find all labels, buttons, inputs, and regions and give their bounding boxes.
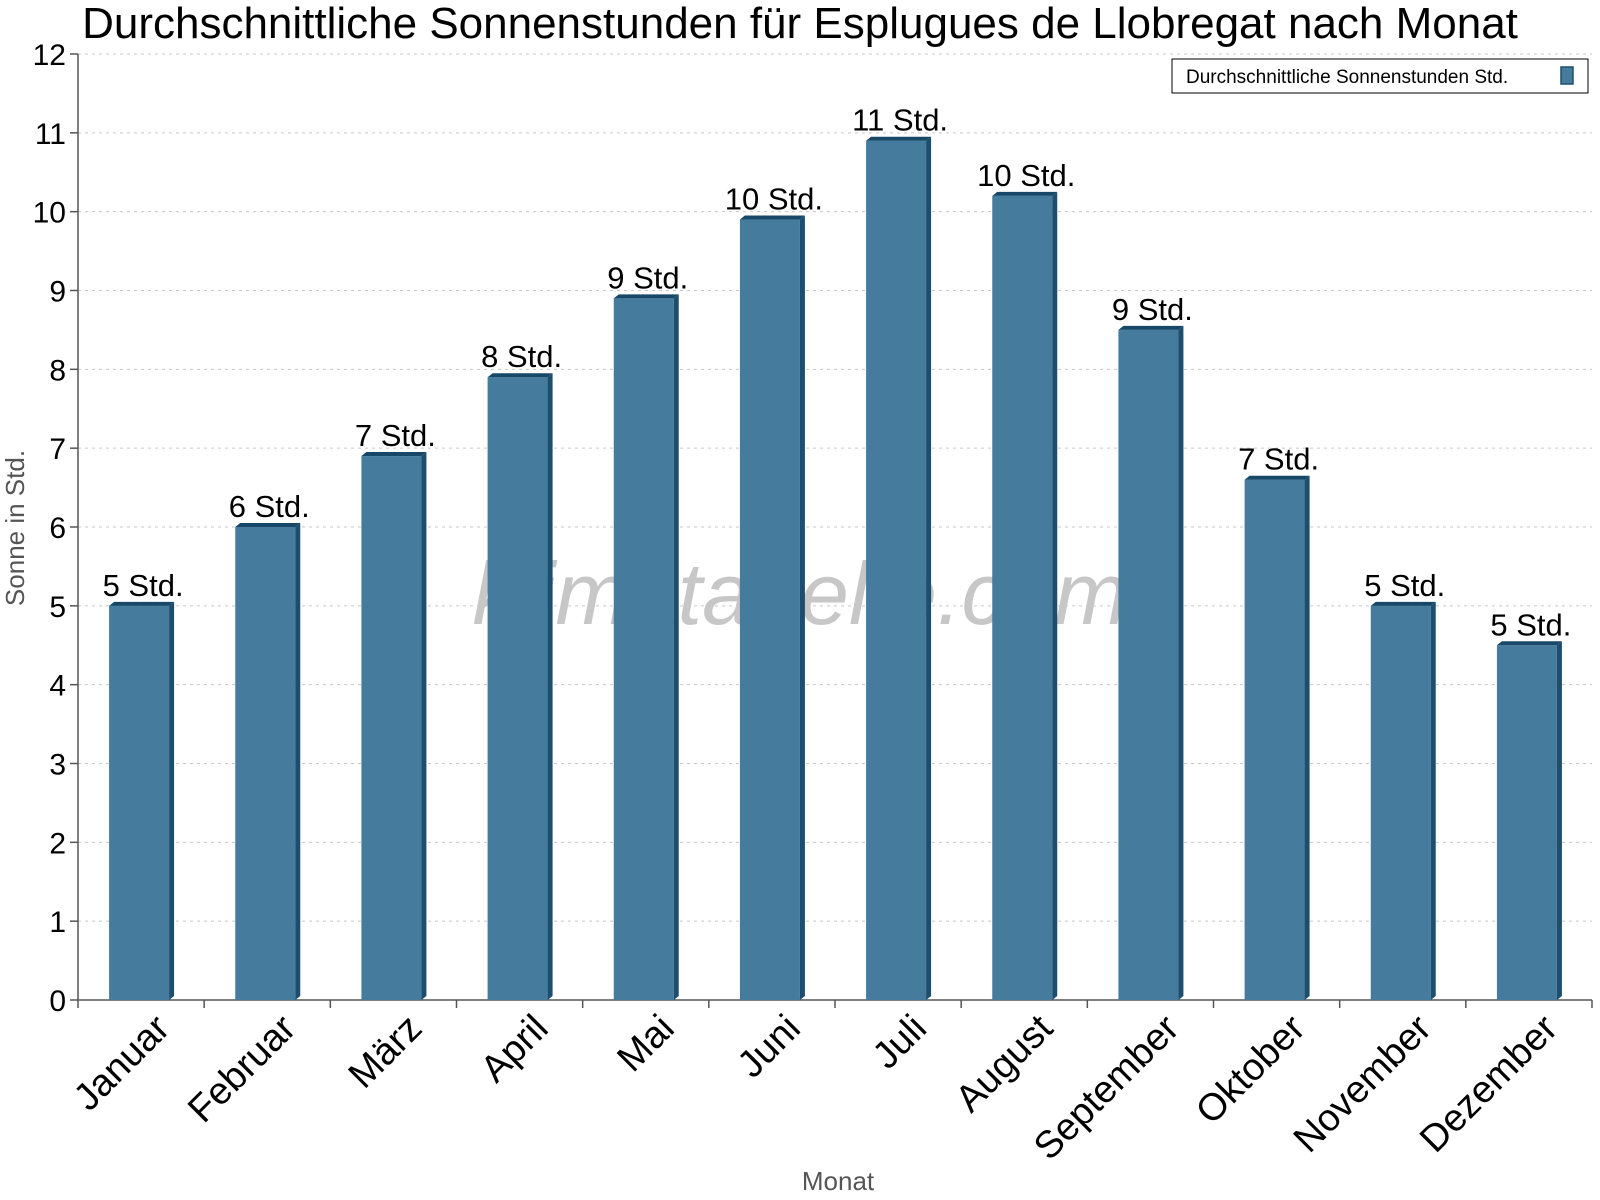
data-label: 10 Std. bbox=[977, 158, 1075, 193]
bar-top bbox=[866, 136, 932, 141]
bar-front bbox=[1118, 329, 1179, 1001]
x-tick-labels: Januar Februar März April Mai Juni Juli AugustS… bbox=[66, 1007, 1566, 1168]
bar-top bbox=[487, 373, 553, 378]
bar-top bbox=[613, 294, 679, 299]
data-label: 6 Std. bbox=[229, 489, 310, 524]
y-tick-label: 4 bbox=[49, 670, 66, 703]
bar-front bbox=[109, 605, 170, 1000]
bar bbox=[235, 523, 301, 1000]
y-tick-label: 11 bbox=[35, 118, 66, 151]
bar-top bbox=[361, 452, 427, 457]
bar-front bbox=[866, 140, 927, 1000]
bar-front bbox=[235, 527, 296, 1000]
bar-top bbox=[739, 215, 805, 220]
data-label: 5 Std. bbox=[103, 568, 184, 603]
bar bbox=[1496, 641, 1562, 1000]
bar-side bbox=[799, 215, 805, 1001]
x-tick-label: Juli bbox=[865, 1007, 935, 1077]
y-tick-label: 2 bbox=[49, 827, 66, 860]
bar-front bbox=[1496, 645, 1557, 1000]
bar-top bbox=[1118, 325, 1184, 330]
bar-top bbox=[992, 191, 1058, 196]
data-label: 9 Std. bbox=[1112, 292, 1193, 327]
bar-side bbox=[926, 136, 932, 1000]
bar-side bbox=[295, 523, 301, 1000]
bar-front bbox=[1370, 605, 1431, 1000]
bar bbox=[1244, 475, 1310, 1000]
chart-title: Durchschnittliche Sonnenstunden für Espl… bbox=[82, 0, 1518, 48]
data-label: 7 Std. bbox=[1238, 442, 1319, 477]
bar-top bbox=[235, 523, 301, 527]
bar-side bbox=[421, 452, 427, 1000]
y-tick-label: 3 bbox=[49, 749, 66, 782]
bar-top bbox=[1244, 475, 1310, 480]
bar-front bbox=[361, 456, 422, 1000]
x-tick-label: Oktober bbox=[1188, 1007, 1314, 1133]
bar bbox=[1370, 601, 1436, 1000]
legend-entry-label: Durchschnittliche Sonnenstunden Std. bbox=[1186, 67, 1508, 88]
data-label: 5 Std. bbox=[1364, 568, 1445, 603]
data-label: 7 Std. bbox=[355, 418, 436, 453]
bar bbox=[487, 373, 553, 1000]
bar-top bbox=[1370, 601, 1436, 606]
bar-side bbox=[1430, 601, 1436, 1000]
data-label: 9 Std. bbox=[607, 260, 688, 295]
bar bbox=[866, 136, 932, 1000]
grid-lines bbox=[78, 53, 1592, 922]
bar-side bbox=[1052, 191, 1058, 1000]
x-axis-title: Monat bbox=[802, 1166, 875, 1196]
data-label: 11 Std. bbox=[852, 103, 948, 138]
bar-side bbox=[1304, 475, 1310, 1000]
y-tick-label: 10 bbox=[33, 197, 66, 230]
bar-side bbox=[1556, 641, 1562, 1000]
bar-top bbox=[109, 601, 175, 606]
bar-side bbox=[169, 601, 175, 1000]
data-label: 10 Std. bbox=[725, 182, 823, 217]
bar-front bbox=[487, 377, 548, 1000]
y-tick-label: 8 bbox=[49, 354, 66, 387]
legend-box bbox=[1171, 58, 1589, 94]
x-tick-label: März bbox=[341, 1007, 430, 1096]
x-tick-label: Februar bbox=[180, 1007, 304, 1131]
axes bbox=[70, 53, 1593, 1008]
bar-front bbox=[613, 298, 674, 1001]
y-tick-label: 9 bbox=[49, 276, 66, 309]
y-tick-label: 6 bbox=[49, 512, 66, 545]
bar-top bbox=[1496, 641, 1562, 646]
bars bbox=[109, 136, 1562, 1001]
legend-swatch bbox=[1560, 66, 1574, 85]
bar-side bbox=[1178, 325, 1184, 1001]
x-tick-label: November bbox=[1286, 1007, 1440, 1161]
bar bbox=[1118, 325, 1184, 1001]
x-tick-label: Juni bbox=[730, 1007, 809, 1086]
bar-front bbox=[1244, 479, 1305, 1000]
legend: Durchschnittliche Sonnenstunden Std. bbox=[1171, 58, 1589, 94]
y-tick-label: 0 bbox=[49, 985, 66, 1018]
data-label: 5 Std. bbox=[1490, 607, 1571, 642]
bar bbox=[109, 601, 175, 1000]
x-tick-label: April bbox=[473, 1007, 556, 1090]
y-axis-title: Sonne in Std. bbox=[0, 450, 30, 606]
bar-front bbox=[992, 195, 1053, 1000]
bar-side bbox=[673, 294, 679, 1001]
y-tick-label: 7 bbox=[49, 433, 66, 466]
x-tick-label: Januar bbox=[66, 1007, 178, 1119]
bar-front bbox=[739, 219, 800, 1001]
x-tick-label: August bbox=[948, 1007, 1062, 1121]
bar bbox=[613, 294, 679, 1001]
x-tick-label: Mai bbox=[610, 1007, 683, 1080]
data-labels: 5 Std. 6 Std. 7 Std. 8 Std. 9 Std. 10 Std. 11 … bbox=[103, 103, 1572, 643]
bar bbox=[992, 191, 1058, 1000]
bar-side bbox=[547, 373, 553, 1000]
bar bbox=[739, 215, 805, 1001]
x-tick-label: Dezember bbox=[1412, 1007, 1566, 1161]
y-tick-label: 5 bbox=[49, 591, 66, 624]
data-label: 8 Std. bbox=[481, 339, 562, 374]
bar bbox=[361, 452, 427, 1000]
y-tick-label: 12 bbox=[33, 39, 66, 72]
y-tick-label: 1 bbox=[49, 906, 66, 939]
